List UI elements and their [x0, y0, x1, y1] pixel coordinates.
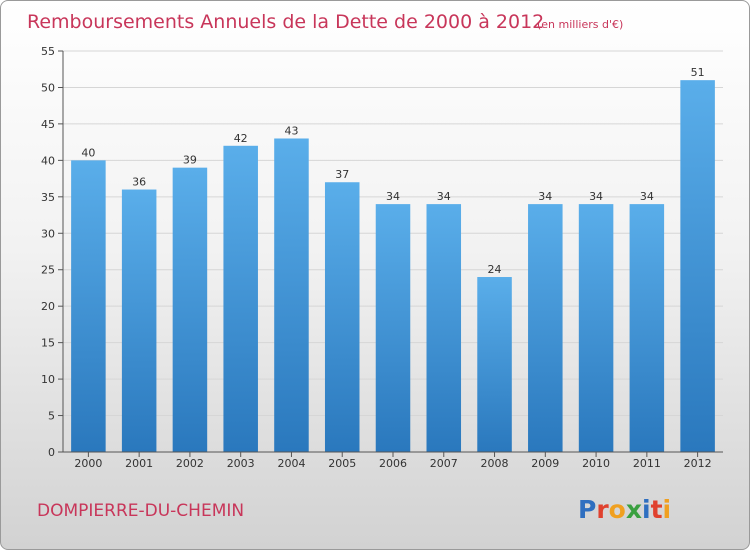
bar-2009: [528, 204, 563, 452]
y-tick-label: 40: [41, 154, 55, 167]
data-label-2010: 34: [589, 190, 603, 203]
data-label-2002: 39: [183, 154, 197, 167]
x-tick-label-2007: 2007: [430, 457, 458, 470]
y-tick-label: 25: [41, 264, 55, 277]
x-tick-label-2002: 2002: [176, 457, 204, 470]
logo-letter: o: [609, 495, 626, 524]
data-label-2008: 24: [488, 263, 502, 276]
x-axis: 2000 2001 2002 2003 2004 2005 2006 2007 2008 2009…: [63, 451, 723, 470]
x-tick-label-2012: 2012: [684, 457, 712, 470]
data-label-2012: 51: [691, 66, 705, 79]
chart-title: Remboursements Annuels de la Dette de 20…: [27, 11, 544, 33]
y-tick-label: 5: [48, 410, 55, 423]
y-tick-label: 0: [48, 446, 55, 459]
logo-letter: t: [651, 495, 663, 524]
logo-letter: i: [642, 495, 651, 524]
x-tick-label-2011: 2011: [633, 457, 661, 470]
data-label-2009: 34: [538, 190, 552, 203]
bar-2012: [680, 80, 715, 452]
logo-letter: P: [578, 495, 596, 524]
x-tick-label-2001: 2001: [125, 457, 153, 470]
y-tick-label: 45: [41, 118, 55, 131]
bar-2008: [477, 277, 512, 452]
data-label-2000: 40: [81, 146, 95, 159]
commune-name: DOMPIERRE-DU-CHEMIN: [37, 501, 244, 521]
x-tick-label-2006: 2006: [379, 457, 407, 470]
chart-unit: (en milliers d'€): [537, 18, 623, 31]
bars: 40 36 39 42 43 37 34 34 24 34 34 34 51: [71, 66, 715, 453]
x-tick-label-2000: 2000: [74, 457, 102, 470]
data-label-2006: 34: [386, 190, 400, 203]
bar-2010: [578, 204, 614, 452]
bar-2005: [324, 182, 360, 452]
y-tick-label: 15: [41, 337, 55, 350]
data-label-2001: 36: [132, 176, 146, 189]
logo-letter: r: [596, 495, 609, 524]
data-label-2011: 34: [640, 190, 654, 203]
y-tick-label: 10: [41, 373, 55, 386]
bar-2006: [375, 204, 411, 452]
x-tick-label-2003: 2003: [227, 457, 255, 470]
y-tick-label: 50: [41, 81, 55, 94]
bar-2000: [71, 160, 106, 452]
x-tick-label-2005: 2005: [328, 457, 356, 470]
bar-2004: [274, 138, 309, 452]
bar-2002: [172, 167, 208, 452]
y-tick-label: 35: [41, 191, 55, 204]
bar-2011: [629, 204, 665, 452]
bar-2007: [426, 204, 462, 452]
data-label-2003: 42: [234, 132, 248, 145]
y-tick-label: 30: [41, 227, 55, 240]
bar-2001: [121, 189, 157, 452]
bar-2003: [223, 145, 258, 453]
logo-letter: x: [626, 495, 642, 524]
y-tick-label: 20: [41, 300, 55, 313]
logo-letter: i: [663, 495, 672, 524]
data-label-2004: 43: [284, 124, 298, 137]
x-tick-label-2010: 2010: [582, 457, 610, 470]
data-label-2005: 37: [335, 168, 349, 181]
x-tick-label-2004: 2004: [277, 457, 305, 470]
x-tick-label-2009: 2009: [531, 457, 559, 470]
data-label-2007: 34: [437, 190, 451, 203]
proxiti-logo: Proxiti: [578, 495, 671, 524]
y-tick-label: 55: [41, 45, 55, 58]
y-axis: 0 5 10 15 20 25 30 35 40 45 50 55: [41, 45, 64, 459]
x-tick-label-2008: 2008: [481, 457, 509, 470]
